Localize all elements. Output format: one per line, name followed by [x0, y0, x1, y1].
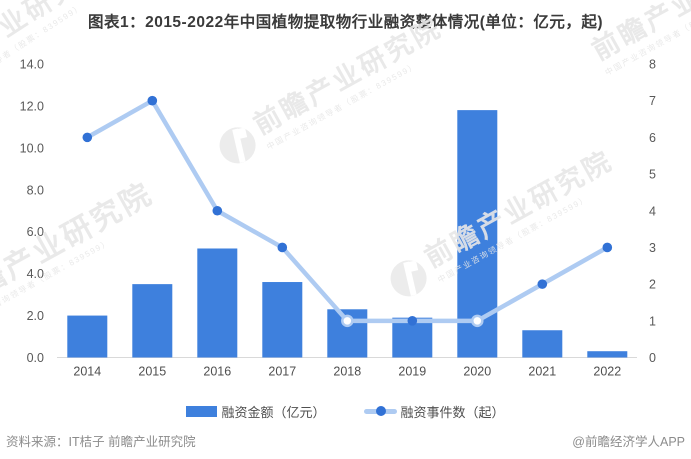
chart-svg: 0.0 2.0 4.0 6.0 8.0 10.0 12.0 14.0 0 1 2 3 4 5 6 7 8 2014…: [20, 58, 656, 379]
line-point-2020: [471, 314, 484, 328]
line-swatch-dot: [375, 406, 386, 416]
footer: 资料来源：IT桔子 前瞻产业研究院 @前瞻经济学人APP: [0, 431, 691, 450]
x-axis-label-2021: 2021: [528, 365, 556, 379]
line-point-2019: [407, 316, 418, 326]
right-axis-tick: 4: [649, 204, 656, 218]
left-axis-tick: 2.0: [27, 309, 44, 323]
left-axis-tick: 4.0: [27, 267, 44, 281]
x-axis-label-2014: 2014: [73, 365, 101, 379]
left-axis-tick: 10.0: [20, 141, 44, 155]
right-axis-tick: 3: [649, 241, 656, 255]
line-point-2016: [212, 205, 223, 216]
legend-label-bar: 融资金额（亿元）: [221, 404, 326, 420]
bar-series-swatch: [186, 405, 218, 417]
right-axis-tick: 1: [649, 314, 656, 328]
right-axis-tick: 7: [649, 94, 656, 108]
right-axis-tick: 0: [649, 351, 656, 365]
left-axis-tick: 8.0: [27, 183, 44, 197]
line-point-2015: [147, 95, 158, 106]
right-axis-tick: 2: [649, 278, 656, 292]
x-axis-label-2022: 2022: [593, 365, 621, 379]
chart-title: 图表1：2015-2022年中国植物提取物行业融资整体情况(单位：亿元，起): [87, 14, 604, 31]
left-axis-tick: 14.0: [20, 58, 44, 72]
line-series-swatch: [363, 405, 397, 417]
line-point-2021: [537, 279, 548, 289]
right-axis-tick: 5: [649, 168, 656, 182]
right-axis-tick: 8: [649, 58, 656, 72]
x-axis-label-2019: 2019: [398, 365, 426, 379]
left-axis-tick: 12.0: [20, 99, 44, 113]
bar-2016: [197, 248, 238, 358]
x-axis-label-2020: 2020: [463, 365, 491, 379]
line-point-2022: [602, 242, 613, 253]
bar-2017: [262, 282, 303, 358]
left-axis-tick: 6.0: [27, 225, 44, 239]
credit-note: @前瞻经济学人APP: [572, 435, 685, 449]
legend-item-bar: 融资金额（亿元）: [186, 402, 326, 421]
right-axis-tick: 6: [649, 131, 656, 145]
line-point-2014: [82, 132, 93, 143]
x-axis-label-2018: 2018: [333, 365, 361, 379]
source-note: 资料来源：IT桔子 前瞻产业研究院: [6, 435, 196, 449]
legend-label-line: 融资事件数（起）: [400, 404, 505, 420]
line-point-2018: [341, 314, 354, 328]
legend-item-line: 融资事件数（起）: [363, 402, 505, 421]
bar-2014: [67, 315, 108, 358]
bar-2021: [522, 330, 563, 358]
legend: 融资金额（亿元） 融资事件数（起）: [0, 400, 691, 422]
left-axis-tick: 0.0: [27, 351, 44, 365]
bar-2015: [132, 284, 173, 358]
x-axis-label-2016: 2016: [203, 365, 231, 379]
line-point-2017: [277, 242, 288, 253]
bar-2022: [587, 351, 628, 358]
x-axis-label-2017: 2017: [268, 365, 296, 379]
x-axis-label-2015: 2015: [138, 365, 166, 379]
